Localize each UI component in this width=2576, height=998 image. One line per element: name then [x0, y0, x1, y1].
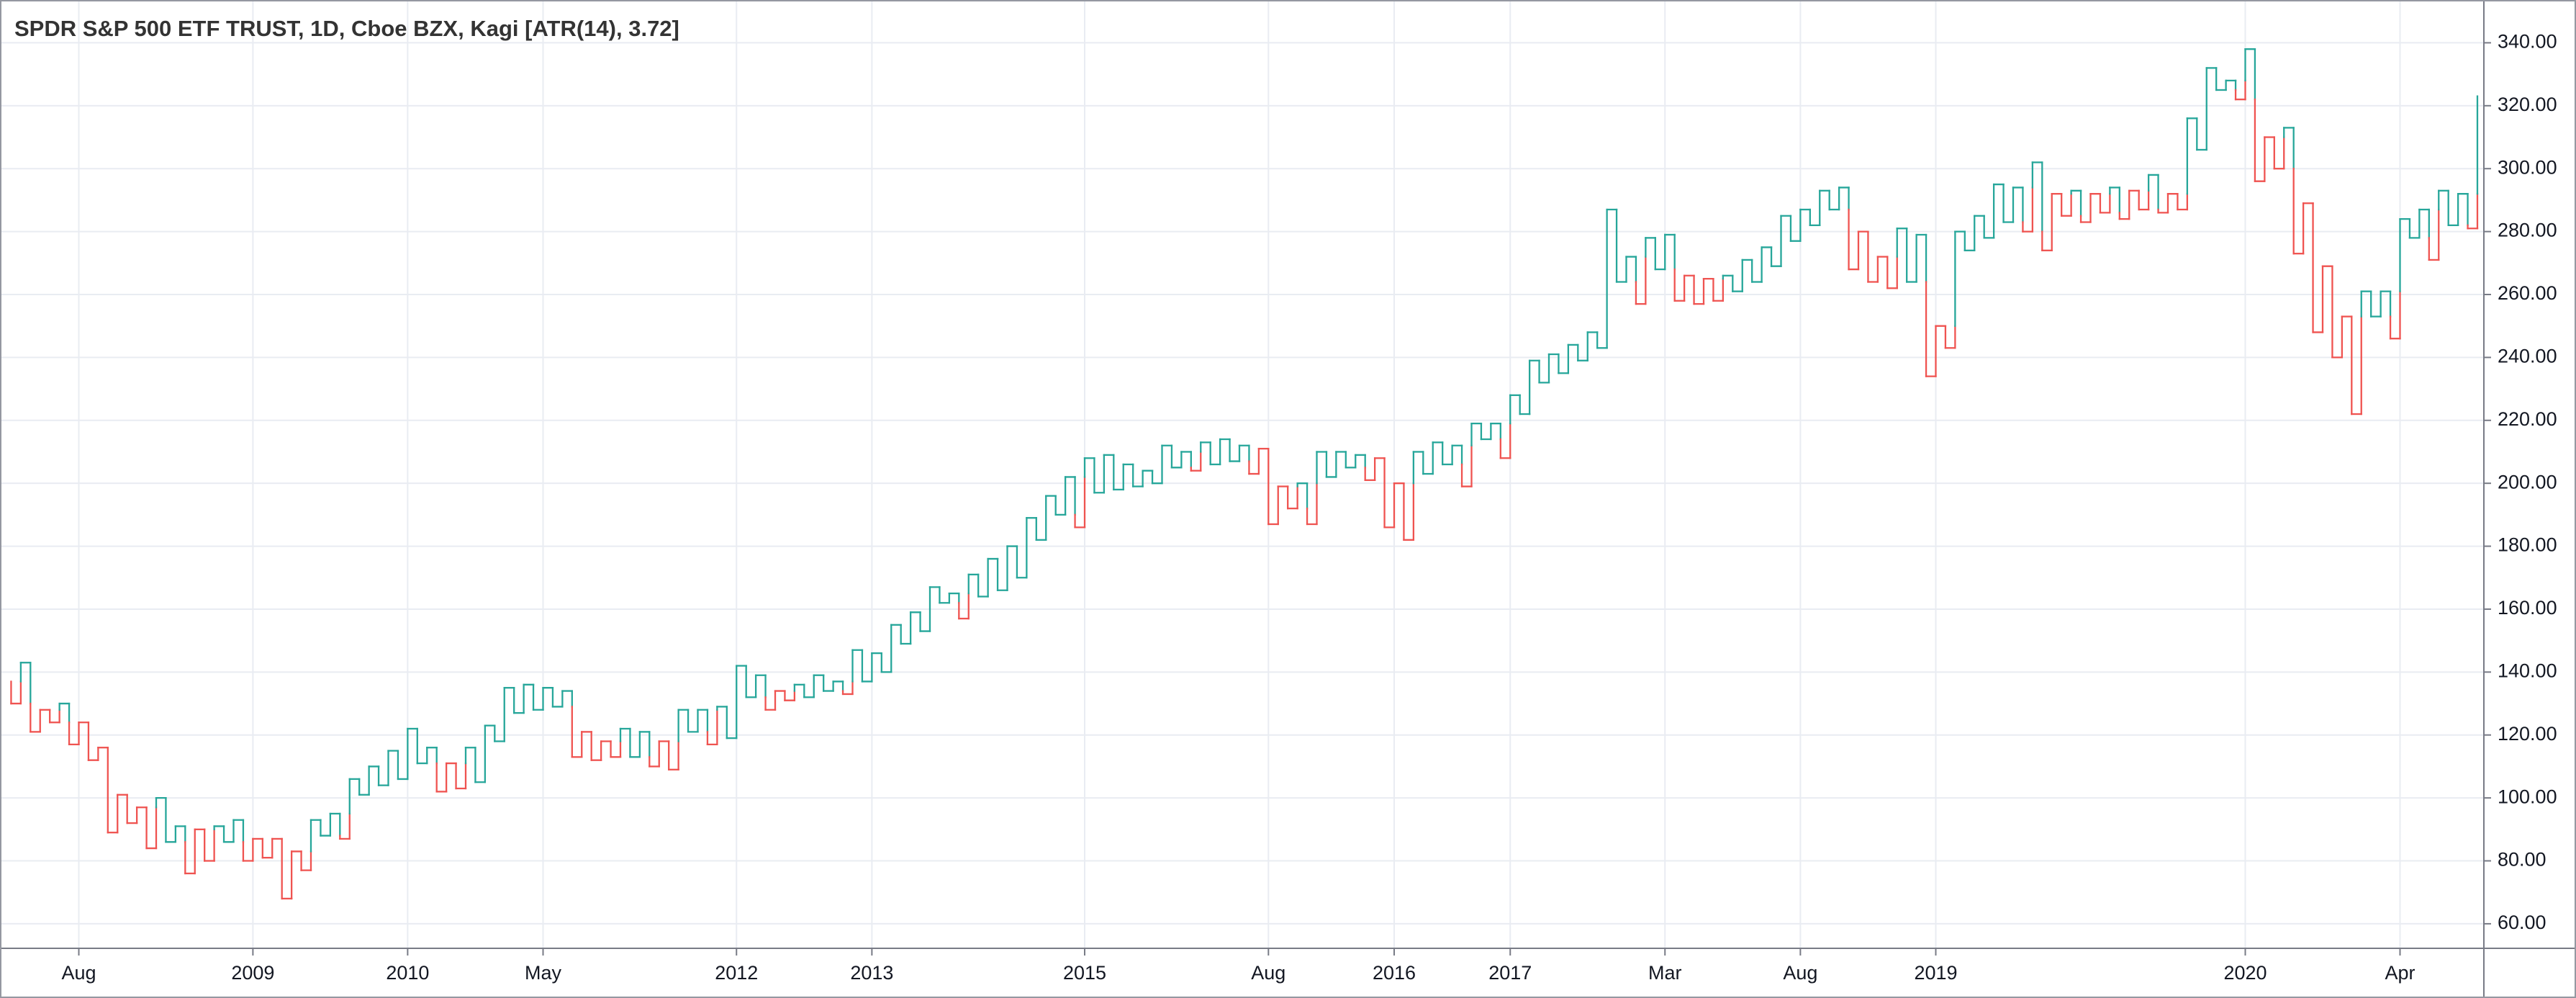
x-tick-label: 2017	[1488, 962, 1532, 984]
y-tick-label: 200.00	[2498, 471, 2557, 493]
y-tick-label: 100.00	[2498, 786, 2557, 807]
x-tick-label: 2019	[1914, 962, 1957, 984]
y-tick-label: 140.00	[2498, 660, 2557, 681]
x-tick-label: Aug	[1783, 962, 1817, 984]
y-tick-label: 260.00	[2498, 282, 2557, 304]
x-tick-label: Apr	[2385, 962, 2415, 984]
y-tick-label: 320.00	[2498, 94, 2557, 115]
x-tick-label: Aug	[1251, 962, 1285, 984]
x-tick-label: 2010	[386, 962, 429, 984]
y-tick-label: 300.00	[2498, 156, 2557, 178]
chart-title: SPDR S&P 500 ETF TRUST, 1D, Cboe BZX, Ka…	[14, 16, 679, 41]
x-tick-label: 2020	[2223, 962, 2267, 984]
x-tick-label: 2015	[1063, 962, 1106, 984]
y-tick-label: 80.00	[2498, 849, 2546, 871]
y-tick-label: 160.00	[2498, 597, 2557, 619]
grid	[0, 0, 2484, 948]
y-tick-label: 240.00	[2498, 346, 2557, 367]
y-tick-label: 60.00	[2498, 912, 2546, 933]
y-tick-label: 180.00	[2498, 534, 2557, 556]
kagi-lines	[10, 48, 2479, 900]
y-tick-label: 120.00	[2498, 723, 2557, 745]
x-tick-label: Mar	[1648, 962, 1682, 984]
y-tick-label: 220.00	[2498, 408, 2557, 430]
x-tick-label: 2016	[1373, 962, 1416, 984]
x-tick-label: 2009	[231, 962, 274, 984]
y-tick-label: 340.00	[2498, 31, 2557, 53]
x-tick-label: May	[525, 962, 562, 984]
y-tick-label: 280.00	[2498, 220, 2557, 241]
x-tick-label: Aug	[61, 962, 96, 984]
x-tick-label: 2013	[850, 962, 893, 984]
x-tick-label: 2012	[715, 962, 758, 984]
